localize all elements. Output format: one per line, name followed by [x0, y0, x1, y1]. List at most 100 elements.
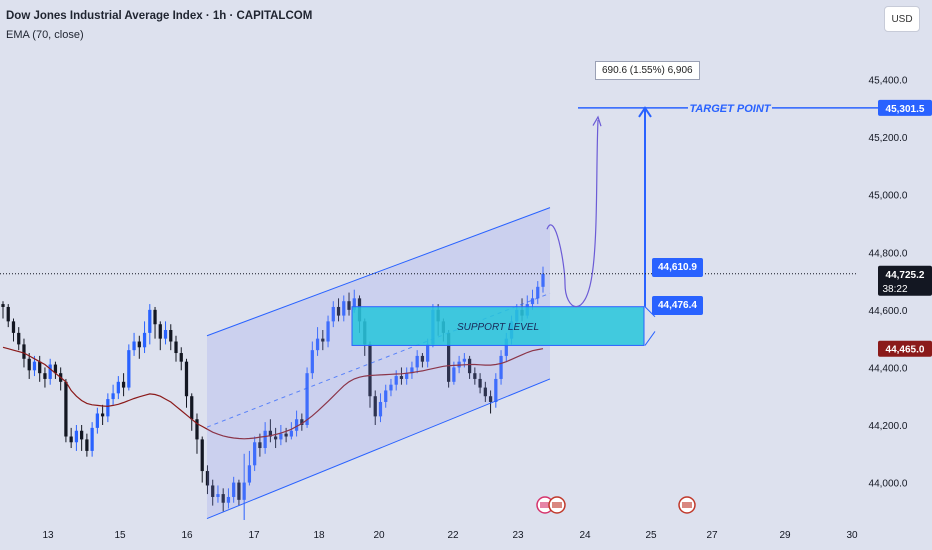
candle-body: [289, 430, 293, 437]
candle[interactable]: [336, 298, 341, 322]
axis-price-label[interactable]: 45,301.5: [878, 99, 932, 116]
measure-annotation[interactable]: 690.6 (1.55%) 6,906: [595, 61, 700, 80]
candle[interactable]: [326, 315, 330, 348]
candle[interactable]: [211, 479, 215, 506]
candle[interactable]: [347, 292, 351, 316]
candle[interactable]: [169, 324, 173, 351]
candle[interactable]: [279, 425, 283, 446]
candle[interactable]: [294, 410, 299, 437]
candle[interactable]: [106, 393, 110, 423]
candle[interactable]: [132, 332, 136, 356]
candle[interactable]: [331, 301, 335, 328]
axis-current-price[interactable]: 44,725.2 38:22: [878, 265, 932, 296]
candle[interactable]: [384, 384, 388, 408]
currency-button[interactable]: USD: [884, 6, 920, 32]
candle[interactable]: [6, 304, 10, 328]
axis-price-label[interactable]: 44,465.0: [878, 340, 932, 357]
candle[interactable]: [321, 330, 325, 351]
candle[interactable]: [1, 301, 5, 319]
candle[interactable]: [226, 488, 231, 509]
candle[interactable]: [11, 318, 16, 342]
candle[interactable]: [27, 353, 31, 379]
candle[interactable]: [494, 373, 498, 408]
candle[interactable]: [399, 367, 404, 385]
candle[interactable]: [163, 321, 168, 345]
candle[interactable]: [48, 358, 52, 385]
candle[interactable]: [247, 450, 252, 486]
candle[interactable]: [289, 422, 293, 440]
candle[interactable]: [216, 485, 220, 503]
event-flag-icon[interactable]: [536, 496, 554, 514]
candle[interactable]: [195, 413, 199, 454]
candle[interactable]: [43, 367, 47, 388]
candle[interactable]: [268, 419, 273, 443]
candle[interactable]: [174, 335, 178, 362]
candle[interactable]: [190, 393, 194, 431]
candle[interactable]: [64, 378, 68, 443]
candle[interactable]: [69, 427, 73, 449]
candle[interactable]: [74, 425, 79, 451]
candle[interactable]: [205, 465, 210, 495]
candle[interactable]: [378, 393, 383, 423]
candle[interactable]: [368, 341, 372, 408]
candle-body: [394, 376, 398, 385]
candle[interactable]: [410, 361, 414, 379]
candle[interactable]: [488, 390, 493, 414]
candle[interactable]: [373, 390, 377, 425]
candle[interactable]: [305, 367, 309, 428]
candle[interactable]: [284, 427, 288, 443]
candle-body: [494, 378, 498, 402]
candle[interactable]: [80, 425, 84, 451]
candle[interactable]: [90, 422, 94, 457]
candle[interactable]: [467, 355, 472, 379]
candle[interactable]: [536, 281, 540, 305]
candle[interactable]: [473, 367, 477, 385]
candle[interactable]: [111, 384, 115, 405]
candle[interactable]: [415, 350, 419, 374]
candle[interactable]: [53, 361, 58, 379]
candle[interactable]: [242, 453, 246, 520]
candle[interactable]: [273, 427, 278, 449]
candle[interactable]: [85, 433, 89, 457]
candle[interactable]: [342, 295, 346, 322]
candle[interactable]: [137, 335, 141, 359]
channel-lower-line[interactable]: [206, 378, 551, 520]
candle[interactable]: [153, 306, 157, 339]
candle[interactable]: [310, 341, 314, 379]
candle[interactable]: [483, 381, 487, 402]
candle[interactable]: [253, 436, 257, 472]
candle[interactable]: [232, 476, 236, 503]
candle[interactable]: [478, 373, 482, 394]
candle[interactable]: [420, 353, 425, 368]
candle[interactable]: [95, 407, 99, 434]
candle[interactable]: [38, 355, 42, 382]
candle[interactable]: [300, 413, 304, 431]
candle[interactable]: [405, 367, 409, 385]
support-bottom-label[interactable]: 44,476.4: [652, 296, 703, 315]
candle[interactable]: [148, 304, 152, 345]
candle[interactable]: [263, 422, 267, 454]
candle[interactable]: [121, 373, 126, 397]
event-flag-mark: [552, 502, 562, 508]
candle[interactable]: [158, 321, 162, 351]
candle[interactable]: [17, 327, 21, 351]
candle[interactable]: [200, 436, 204, 483]
candle[interactable]: [100, 404, 105, 425]
candle[interactable]: [142, 321, 147, 354]
event-flag-icon[interactable]: [548, 496, 566, 514]
candle[interactable]: [116, 376, 120, 400]
candle[interactable]: [237, 479, 241, 506]
candle[interactable]: [179, 347, 183, 371]
candle[interactable]: [499, 350, 503, 385]
support-top-label[interactable]: 44,610.9: [652, 258, 703, 277]
candle[interactable]: [315, 327, 320, 356]
candle[interactable]: [184, 358, 189, 408]
channel-upper-line[interactable]: [206, 207, 551, 337]
candle[interactable]: [389, 378, 393, 397]
candle[interactable]: [221, 488, 225, 512]
candle[interactable]: [541, 266, 545, 293]
candle[interactable]: [127, 344, 131, 391]
support-zone[interactable]: [351, 306, 645, 346]
event-flag-icon[interactable]: [678, 496, 696, 514]
